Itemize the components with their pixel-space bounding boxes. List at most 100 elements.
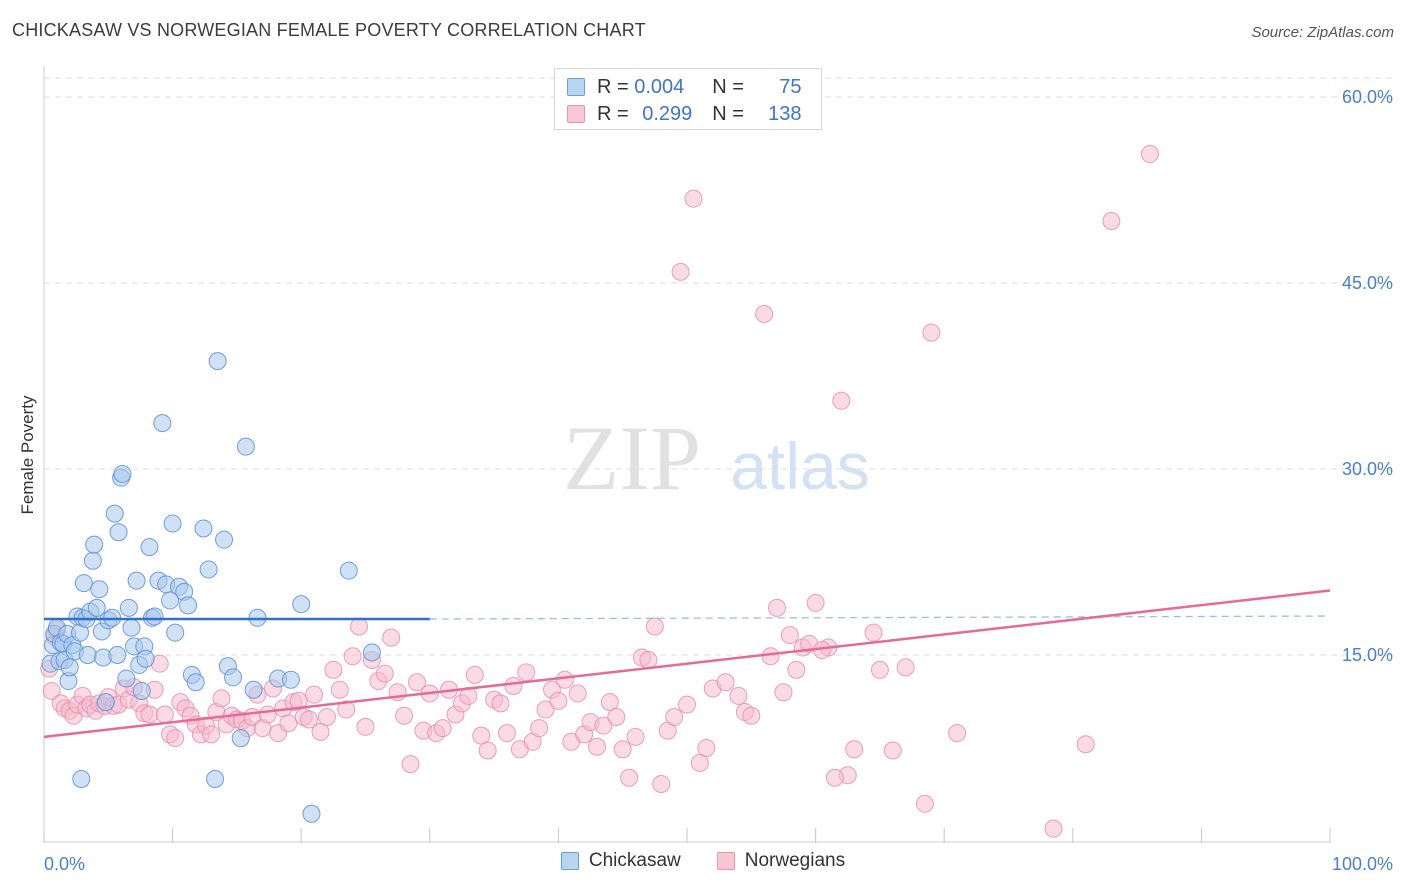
r-label: R = [597,75,629,98]
chickasaw-point [339,561,358,580]
chickasaw-point [109,523,128,542]
chickasaw-point [231,729,250,748]
norwegians-point [1140,145,1159,164]
y-tick-label: 15.0% [1342,645,1393,665]
chickasaw-point [83,551,102,570]
norwegians-point [497,724,516,743]
norwegians-point [690,753,709,772]
chart-title: CHICKASAW VS NORWEGIAN FEMALE POVERTY CO… [12,20,646,40]
chickasaw-point [132,681,151,700]
y-tick-label: 30.0% [1342,459,1393,479]
chickasaw-point [244,680,263,699]
trend-lines [43,589,1331,739]
norwegians-point [337,700,356,719]
norwegians-point [1076,735,1095,754]
legend-label-norwegians: Norwegians [744,850,846,871]
norwegians-point [382,628,401,647]
chickasaw-point [136,649,155,668]
norwegians-point [1102,212,1121,230]
norwegians-point [202,725,221,744]
legend-item-chickasaw: Chickasaw [560,850,681,872]
chickasaw-point [208,352,227,371]
chickasaw-point [236,437,255,456]
norwegians-point [626,727,645,746]
legend: Chickasaw Norwegians [0,850,1406,872]
legend-swatch-norwegians [716,852,735,870]
source-label: Source: ZipAtlas.com [1251,24,1394,41]
chickasaw-point [362,643,381,662]
norwegians-point [716,673,735,692]
norwegians-point [350,617,369,636]
norwegians-point [401,755,420,774]
norwegians-point [620,768,639,787]
norwegians-point [549,691,568,710]
norwegians-point [787,660,806,679]
norwegians-trend-line [43,589,1331,739]
chickasaw-point [199,560,218,579]
x-tick-label: 0.0% [44,854,85,874]
norwegians-point [665,708,684,726]
chickasaw-point [145,607,164,626]
chickasaw-point [105,504,124,523]
norwegians-point [832,391,851,410]
norwegians-point [166,729,185,748]
chickasaw-point [153,414,172,433]
legend-item-norwegians: Norwegians [716,850,846,872]
norwegians-point [845,740,864,759]
norwegians-point [356,717,375,736]
norwegians-point [806,593,825,612]
norwegians-point [343,647,362,666]
chickasaw-point [161,591,180,610]
gridlines [44,77,1394,656]
chickasaw-point [117,669,136,688]
norwegians-point [697,739,716,757]
norwegians-point [645,617,664,636]
norwegians-point [258,705,277,724]
chickasaw-points [41,352,381,823]
norwegians-point [465,665,484,684]
chickasaw-point [60,658,79,677]
chickasaw-point [206,770,225,788]
stats-box: R = 0.004 N = 75 R = 0.299 N = 138 [554,68,822,130]
chickasaw-point [96,693,115,712]
norwegians-point [594,716,613,735]
norwegians-swatch [567,105,585,123]
n-label: N = [712,102,744,125]
y-axis-title: Female Poverty [18,395,37,515]
chickasaw-point [72,770,91,788]
norwegians-point [607,708,626,726]
chickasaw-point [166,623,185,642]
norwegians-point [774,683,793,702]
y-tick-label: 60.0% [1342,87,1393,107]
chickasaw-point [78,646,97,664]
norwegians-point [478,741,497,760]
norwegians-point [896,658,915,677]
x-tick-label: 100.0% [1332,854,1393,874]
norwegians-point [1044,819,1063,838]
stats-row-chickasaw: R = 0.004 N = 75 [567,75,802,99]
norwegians-point [375,664,394,683]
norwegians-point [140,705,159,724]
norwegians-point [530,719,549,738]
norwegians-point [299,710,318,729]
norwegians-point [324,660,343,679]
norwegians-point [729,686,748,705]
stats-row-norwegians: R = 0.299 N = 138 [567,102,802,126]
norwegians-point [613,740,632,759]
norwegians-point [305,685,324,704]
n-label: N = [712,75,744,98]
norwegians-point [870,660,889,679]
norwegians-point [155,705,174,724]
norwegians-point [536,700,555,719]
chickasaw-point [292,595,311,614]
norwegians-point [639,650,658,669]
norwegians-point [407,673,426,692]
norwegians-point [504,677,523,695]
chickasaw-point [122,618,141,637]
norwegians-point [212,689,231,708]
norwegians-point [517,663,536,682]
norwegians-point [652,774,671,793]
norwegians-point [922,323,941,342]
watermark-zip: ZIP [563,407,701,509]
